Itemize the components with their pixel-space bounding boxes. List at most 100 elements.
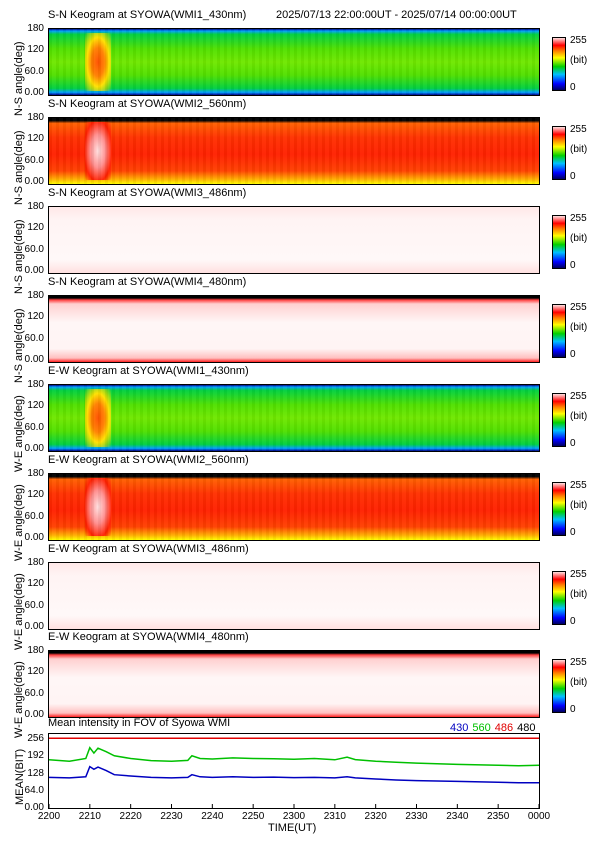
legend-entry: 486 — [494, 722, 514, 734]
x-tick-label: 2240 — [201, 811, 224, 822]
colorbar-min: 0 — [570, 260, 576, 271]
colorbar-max: 255 — [570, 124, 587, 135]
vertical-banding — [49, 474, 539, 540]
y-tick-label: 120 — [27, 489, 44, 501]
y-tick-label: 60.0 — [24, 510, 44, 522]
colorbar-max: 255 — [570, 213, 587, 224]
legend-entry: 560 — [472, 722, 491, 734]
y-tick-label: 60.0 — [24, 599, 44, 611]
keogram-image — [49, 651, 539, 717]
keogram-panel — [48, 206, 540, 274]
x-tick-label: 0000 — [527, 811, 551, 822]
x-axis-label: TIME(UT) — [268, 822, 317, 834]
colorbar-max: 255 — [570, 480, 587, 491]
aurora-burst — [85, 33, 111, 91]
x-tick-label: 2220 — [119, 811, 142, 822]
y-tick-label: 0.00 — [24, 87, 44, 98]
vertical-banding — [49, 385, 539, 451]
plot-frame — [48, 733, 540, 809]
x-tick-label: 2330 — [405, 811, 428, 822]
colorbar — [552, 659, 566, 713]
colorbar-min: 0 — [570, 82, 576, 93]
colorbar-min: 0 — [570, 349, 576, 360]
y-tick-label: 180 — [27, 557, 44, 568]
aurora-burst — [85, 122, 111, 180]
colorbar — [552, 126, 566, 180]
y-tick-label: 120 — [27, 666, 44, 678]
keogram-image — [49, 385, 539, 451]
panel-title: E-W Keogram at SYOWA(WMI4_480nm) — [48, 631, 249, 643]
y-tick-label: 64.0 — [24, 784, 44, 796]
colorbar — [552, 37, 566, 91]
colorbar-unit: (bit) — [570, 55, 588, 66]
x-tick-label: 2320 — [364, 811, 387, 822]
keogram-image — [49, 207, 539, 273]
y-tick-label: 128 — [27, 767, 44, 779]
y-tick-label: 0.00 — [24, 265, 44, 276]
y-tick-label: 60.0 — [24, 65, 44, 77]
x-tick-label: 2210 — [78, 811, 101, 822]
colorbar-unit: (bit) — [570, 677, 588, 688]
colorbar-min: 0 — [570, 704, 576, 715]
series-line-560 — [48, 746, 540, 767]
colorbar-max: 255 — [570, 657, 587, 668]
panel-title: E-W Keogram at SYOWA(WMI2_560nm) — [48, 454, 249, 466]
y-tick-label: 120 — [27, 133, 44, 145]
colorbar — [552, 215, 566, 269]
colorbar-min: 0 — [570, 438, 576, 449]
y-tick-label: 120 — [27, 222, 44, 234]
y-tick-label: 120 — [27, 400, 44, 412]
colorbar — [552, 393, 566, 447]
keogram-panel — [48, 473, 540, 541]
panel-title: S-N Keogram at SYOWA(WMI2_560nm) — [48, 98, 247, 110]
legend: 430 560 486 480 — [450, 722, 539, 734]
x-tick-label: 2230 — [160, 811, 183, 822]
colorbar — [552, 571, 566, 625]
mean-panel-title: Mean intensity in FOV of Syowa WMI — [48, 717, 231, 729]
y-tick-label: 180 — [27, 112, 44, 123]
y-tick-label: 60.0 — [24, 687, 44, 699]
keogram-image — [49, 474, 539, 540]
y-tick-label: 180 — [27, 379, 44, 390]
y-tick-label: 0.00 — [24, 532, 44, 543]
y-tick-label: 60.0 — [24, 243, 44, 255]
keogram-panel — [48, 28, 540, 96]
legend-entry: 480 — [517, 722, 536, 734]
y-tick-label: 180 — [27, 468, 44, 479]
y-tick-label: 0.00 — [24, 176, 44, 187]
colorbar-unit: (bit) — [570, 411, 588, 422]
keogram-panel — [48, 295, 540, 363]
y-tick-label: 0.00 — [24, 621, 44, 632]
x-tick-label: 2300 — [282, 811, 306, 822]
colorbar-max: 255 — [570, 391, 587, 402]
colorbar-min: 0 — [570, 527, 576, 538]
keogram-panel — [48, 650, 540, 718]
y-tick-label: 256 — [27, 733, 44, 744]
y-tick-label: 120 — [27, 44, 44, 56]
keogram-image — [49, 118, 539, 184]
panel-title: S-N Keogram at SYOWA(WMI3_486nm) — [48, 187, 247, 199]
y-tick-label: 180 — [27, 645, 44, 656]
x-tick-label: 2340 — [446, 811, 469, 822]
colorbar-unit: (bit) — [570, 322, 588, 333]
y-tick-label: 0.00 — [24, 443, 44, 454]
vertical-banding — [49, 29, 539, 95]
colorbar — [552, 304, 566, 358]
vertical-banding — [49, 118, 539, 184]
aurora-burst — [85, 389, 111, 447]
colorbar-unit: (bit) — [570, 233, 588, 244]
x-tick-label: 2310 — [323, 811, 346, 822]
keogram-panel — [48, 117, 540, 185]
panel-title: S-N Keogram at SYOWA(WMI4_480nm) — [48, 276, 247, 288]
date-range: 2025/07/13 22:00:00UT - 2025/07/14 00:00… — [276, 9, 517, 21]
x-tick-label: 2200 — [37, 811, 61, 822]
keogram-panel — [48, 384, 540, 452]
colorbar-max: 255 — [570, 569, 587, 580]
colorbar-unit: (bit) — [570, 589, 588, 600]
y-tick-label: 0.00 — [24, 354, 44, 365]
colorbar-max: 255 — [570, 302, 587, 313]
x-tick-label: 2350 — [487, 811, 510, 822]
y-tick-label: 0.00 — [24, 802, 44, 813]
panel-title: E-W Keogram at SYOWA(WMI3_486nm) — [48, 543, 249, 555]
mean-intensity-chart — [48, 733, 540, 809]
